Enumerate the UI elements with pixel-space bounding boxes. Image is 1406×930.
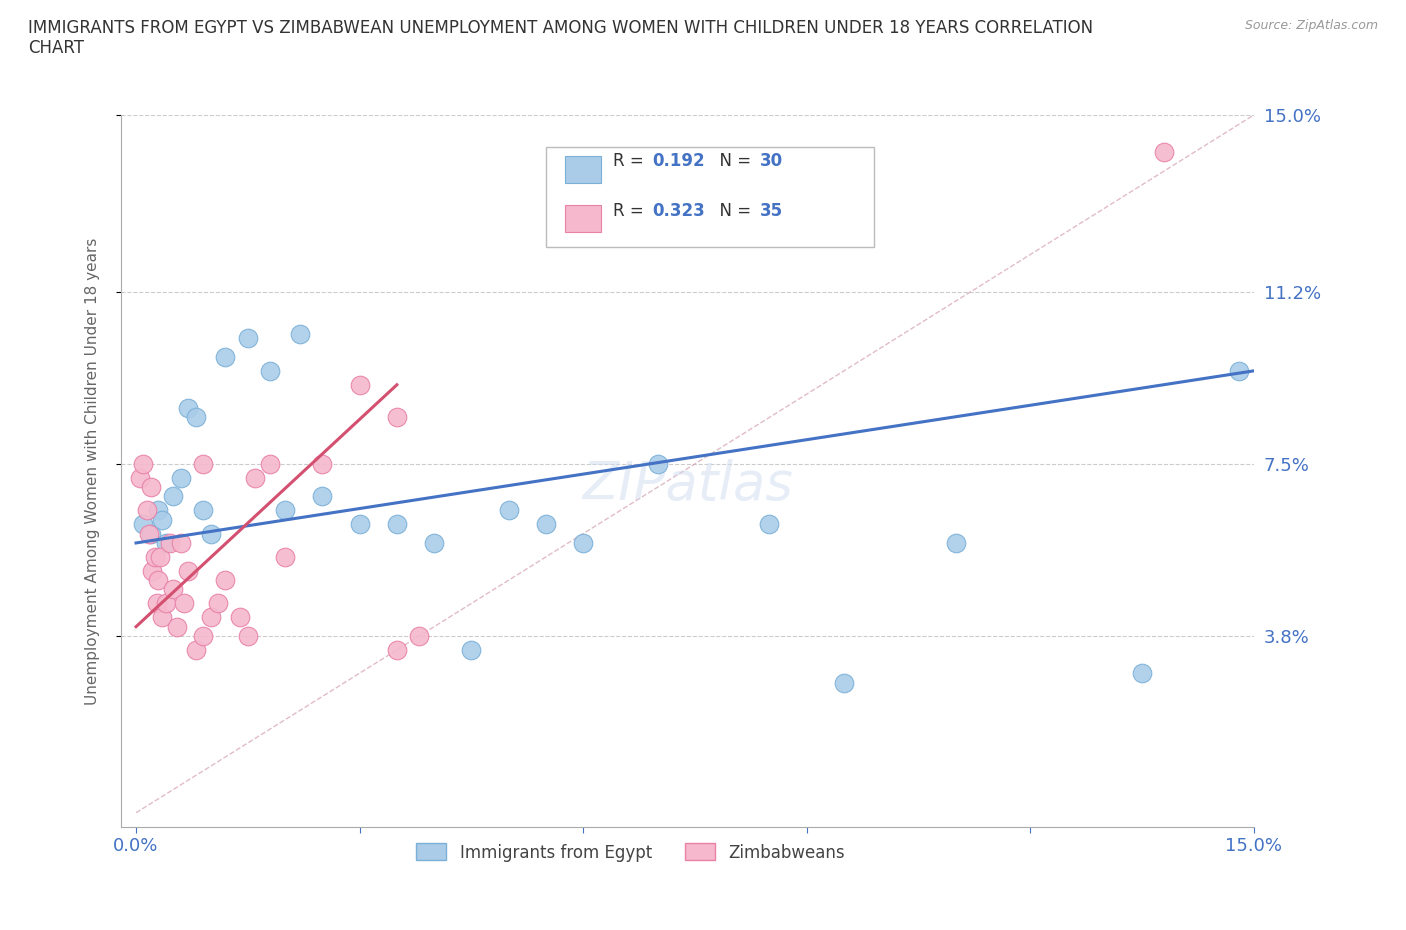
Point <box>173 596 195 611</box>
Text: N =: N = <box>709 202 756 220</box>
Point <box>148 503 170 518</box>
Point <box>143 550 166 565</box>
Point <box>274 503 297 518</box>
Point <box>159 536 181 551</box>
Point <box>349 517 371 532</box>
Text: R =: R = <box>613 153 648 170</box>
Point <box>200 610 222 625</box>
Point <box>149 550 172 565</box>
Point <box>236 629 259 644</box>
Point <box>166 619 188 634</box>
Point <box>191 457 214 472</box>
Y-axis label: Unemployment Among Women with Children Under 18 years: Unemployment Among Women with Children U… <box>86 237 100 705</box>
Text: R =: R = <box>613 202 648 220</box>
Point <box>177 564 200 578</box>
Point <box>311 489 333 504</box>
Text: 35: 35 <box>761 202 783 220</box>
Point <box>385 410 408 425</box>
Point <box>572 536 595 551</box>
Point <box>460 643 482 658</box>
Point <box>1227 364 1250 379</box>
Point <box>245 471 267 485</box>
Point <box>191 629 214 644</box>
FancyBboxPatch shape <box>546 147 875 246</box>
Point <box>162 582 184 597</box>
Point <box>132 517 155 532</box>
Point <box>150 610 173 625</box>
Point <box>170 536 193 551</box>
Point <box>832 675 855 690</box>
Point <box>132 457 155 472</box>
Point <box>349 378 371 392</box>
Point <box>423 536 446 551</box>
Point <box>141 564 163 578</box>
Text: Source: ZipAtlas.com: Source: ZipAtlas.com <box>1244 19 1378 32</box>
Point <box>139 480 162 495</box>
Text: 0.323: 0.323 <box>652 202 706 220</box>
Text: 0.192: 0.192 <box>652 153 704 170</box>
Point <box>162 489 184 504</box>
Point <box>259 364 281 379</box>
Point <box>155 536 177 551</box>
Point <box>191 503 214 518</box>
Point <box>184 410 207 425</box>
Point <box>385 643 408 658</box>
Point <box>1130 666 1153 681</box>
Point <box>311 457 333 472</box>
Point <box>647 457 669 472</box>
Point <box>229 610 252 625</box>
Point <box>138 526 160 541</box>
Point <box>207 596 229 611</box>
Point <box>236 331 259 346</box>
Point <box>288 326 311 341</box>
Point <box>1153 145 1175 160</box>
Point <box>155 596 177 611</box>
Point <box>148 573 170 588</box>
Text: 30: 30 <box>761 153 783 170</box>
Point <box>945 536 967 551</box>
Text: ZIPatlas: ZIPatlas <box>582 459 793 512</box>
Bar <box>565 206 602 232</box>
Point <box>274 550 297 565</box>
Text: IMMIGRANTS FROM EGYPT VS ZIMBABWEAN UNEMPLOYMENT AMONG WOMEN WITH CHILDREN UNDER: IMMIGRANTS FROM EGYPT VS ZIMBABWEAN UNEM… <box>28 19 1094 58</box>
Point <box>170 471 193 485</box>
Bar <box>565 155 602 182</box>
Point <box>758 517 780 532</box>
Point <box>136 503 159 518</box>
Point <box>139 526 162 541</box>
Point <box>214 350 236 365</box>
Point <box>408 629 430 644</box>
Point <box>534 517 557 532</box>
Point <box>259 457 281 472</box>
Point <box>128 471 150 485</box>
Text: N =: N = <box>709 153 756 170</box>
Point <box>200 526 222 541</box>
Point <box>214 573 236 588</box>
Point <box>184 643 207 658</box>
Legend: Immigrants from Egypt, Zimbabweans: Immigrants from Egypt, Zimbabweans <box>409 837 852 869</box>
Point <box>150 512 173 527</box>
Point <box>146 596 169 611</box>
Point <box>177 401 200 416</box>
Point <box>498 503 520 518</box>
Point <box>385 517 408 532</box>
